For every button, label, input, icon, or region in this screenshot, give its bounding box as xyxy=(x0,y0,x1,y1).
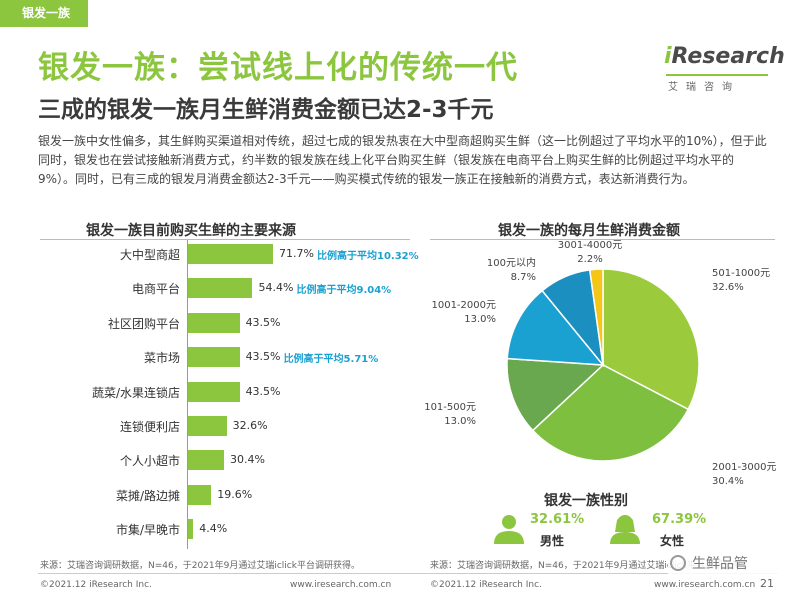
bar-value-label: 30.4% xyxy=(230,453,265,467)
footer-site-right: www.iresearch.com.cn xyxy=(654,580,756,590)
pie-chart: 501-1000元 32.6% 2001-3000元 30.4% 101-500元 13.… xyxy=(424,240,777,487)
pie-value-label: 2.2% xyxy=(577,254,602,265)
pie-category-label: 1001-2000元 xyxy=(431,300,496,311)
pie-value-label: 13.0% xyxy=(444,416,476,427)
bar-category-label: 连锁便利店 xyxy=(119,420,180,434)
bar-value-label: 32.6% xyxy=(232,419,268,432)
bar-annotation: 比例高于平均9.04% xyxy=(296,285,392,297)
bar xyxy=(188,416,227,436)
bar-row: 蔬菜/水果连锁店 43.5% xyxy=(40,380,420,404)
bar-category-label: 电商平台 xyxy=(131,282,180,297)
footer-copyright-left: ©2021.12 iResearch Inc. xyxy=(40,580,152,590)
bar-row: 菜市场 43.5% 比例高于平均5.71% xyxy=(40,345,420,369)
bar-row: 电商平台 54.4% 比例高于平均9.04% xyxy=(40,276,420,300)
pie-value-label: 8.7% xyxy=(511,272,536,283)
iresearch-logo: iResearch 艾瑞咨询 xyxy=(664,44,785,94)
male-icon xyxy=(494,515,524,544)
bar xyxy=(188,484,212,505)
bar-category-label: 菜摊/路边摊 xyxy=(115,488,180,503)
bar-row: 菜摊/路边摊 19.6% xyxy=(40,483,420,507)
logo-cn-text: 艾瑞咨询 xyxy=(668,82,740,93)
watermark: 生鲜品管 xyxy=(668,552,780,574)
pie-value-label: 13.0% xyxy=(464,314,496,325)
bar-annotation: 比例高于平均10.32% xyxy=(317,251,419,262)
bar-row: 市集/早晚市 4.4% xyxy=(40,517,420,541)
bar-value-label: 43.5% xyxy=(245,384,281,398)
pie-chart-source: 来源：艾瑞咨询调研数据，N=46，于2021年9月通过艾瑞iclick平台调研获… xyxy=(430,561,750,571)
pie-chart-title: 银发一族的每月生鲜消费金额 xyxy=(498,223,680,239)
footer-copyright-right: ©2021.12 iResearch Inc. xyxy=(430,580,542,590)
pie-slice xyxy=(506,289,605,366)
pie-value-label: 32.6% xyxy=(712,282,744,293)
bar xyxy=(188,244,273,264)
footer-site-left: www.iresearch.com.cn xyxy=(290,580,392,590)
bar xyxy=(188,381,240,402)
bar-chart-axis xyxy=(187,240,188,549)
bar-value-label: 54.4% xyxy=(258,281,294,295)
page-title: 银发一族：尝试线上化的传统一代 xyxy=(38,50,518,86)
bar-category-label: 社区团购平台 xyxy=(107,316,180,331)
bar-value-label: 19.6% xyxy=(217,487,253,501)
pie-category-label: 501-1000元 xyxy=(712,268,770,279)
bar xyxy=(188,519,194,540)
logo-wordmark: iResearch xyxy=(664,44,785,69)
intro-paragraph: 银发一族中女性偏多，其生鲜购买渠道相对传统，超过七成的银发热衷在大中型商超购买生… xyxy=(38,134,767,186)
bar-value-label: 71.7% xyxy=(279,247,314,260)
bar xyxy=(188,347,240,368)
bar-category-label: 菜市场 xyxy=(143,351,180,366)
gender-title: 银发一族性别 xyxy=(544,493,628,509)
bar-value-label: 43.5% xyxy=(245,350,281,364)
male-label: 男性 xyxy=(540,534,565,548)
pie-slice xyxy=(602,268,700,411)
bar-row: 社区团购平台 43.5% xyxy=(40,311,420,335)
wechat-icon xyxy=(670,555,686,571)
page-number: 21 xyxy=(760,577,774,590)
bar xyxy=(188,312,240,333)
logo-underline xyxy=(666,74,768,76)
pie-value-label: 30.4% xyxy=(712,476,744,487)
pie-slice xyxy=(531,364,690,462)
male-percent: 32.61% xyxy=(530,512,585,527)
bar-chart-source: 来源：艾瑞咨询调研数据，N=46，于2021年9月通过艾瑞iclick平台调研获… xyxy=(40,561,360,571)
pie-category-label: 3001-4000元 xyxy=(558,240,623,251)
pie-slice xyxy=(506,357,605,432)
female-icon xyxy=(610,515,640,544)
page-subtitle: 三成的银发一族月生鲜消费金额已达2-3千元 xyxy=(38,97,494,123)
section-tag: 银发一族 xyxy=(0,0,89,27)
bar-category-label: 个人小超市 xyxy=(119,454,180,469)
bar-value-label: 43.5% xyxy=(245,315,281,329)
bar-row: 大中型商超 71.7% 比例高于平均10.32% xyxy=(40,242,420,266)
bar-category-label: 市集/早晚市 xyxy=(115,523,180,538)
bar-row: 个人小超市 30.4% xyxy=(40,448,420,472)
bar-annotation: 比例高于平均5.71% xyxy=(283,354,379,366)
bar xyxy=(188,278,253,299)
footer-divider xyxy=(38,573,778,574)
female-label: 女性 xyxy=(660,534,685,548)
pie-slice xyxy=(588,268,604,366)
bar-chart-title: 银发一族目前购买生鲜的主要来源 xyxy=(86,223,296,239)
pie-title-divider xyxy=(430,239,775,240)
watermark-text: 生鲜品管 xyxy=(692,556,748,572)
pie-category-label: 100元以内 xyxy=(487,256,536,269)
bar-title-divider xyxy=(40,239,410,240)
bar-category-label: 蔬菜/水果连锁店 xyxy=(91,385,180,400)
bar xyxy=(188,450,225,471)
bar-value-label: 4.4% xyxy=(199,522,228,536)
female-percent: 67.39% xyxy=(652,512,707,527)
bar-row: 连锁便利店 32.6% xyxy=(40,414,420,438)
pie-category-label: 101-500元 xyxy=(424,402,476,413)
bar-category-label: 大中型商超 xyxy=(119,248,180,262)
pie-category-label: 2001-3000元 xyxy=(712,462,777,473)
